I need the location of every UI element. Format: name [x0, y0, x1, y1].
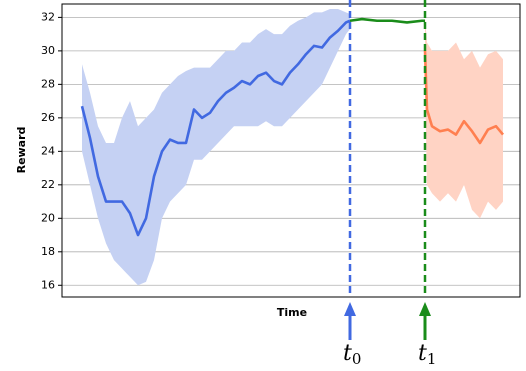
series-line: [423, 50, 504, 145]
x-axis-label: Time: [277, 306, 307, 319]
plot-frame: [61, 3, 521, 298]
marker-label-subscript: 0: [352, 350, 362, 368]
y-tick-label: 28: [41, 77, 55, 90]
y-tick-label: 32: [41, 10, 55, 23]
marker-label-text: t: [418, 341, 427, 366]
y-tick-label: 18: [41, 245, 55, 258]
marker-label-text: t: [343, 341, 352, 366]
y-tick-label: 20: [41, 211, 55, 224]
confidence-band: [82, 9, 350, 286]
series-line: [349, 17, 425, 24]
y-tick-label: 26: [41, 111, 55, 124]
marker-label: t1: [418, 341, 436, 368]
marker-label: t0: [343, 341, 361, 368]
confidence-band: [425, 17, 503, 219]
y-axis-label: Reward: [15, 127, 28, 174]
marker-label-subscript: 1: [427, 350, 437, 368]
marker-arrow-head: [419, 302, 431, 316]
y-tick-label: 16: [41, 278, 55, 291]
y-tick-label: 22: [41, 178, 55, 191]
y-tick-label: 30: [41, 44, 55, 57]
marker-arrow-head: [344, 302, 356, 316]
y-tick-label: 24: [41, 144, 55, 157]
series-line: [80, 19, 351, 237]
